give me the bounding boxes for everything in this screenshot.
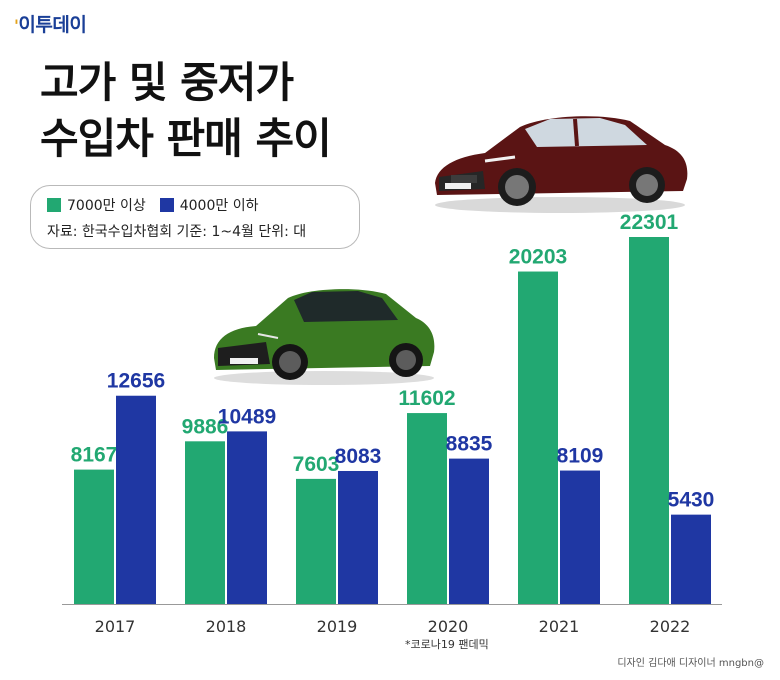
value-label-high-2017: 8167: [71, 444, 118, 467]
legend-label-high: 7000만 이상: [67, 198, 146, 214]
value-label-low-2018: 10489: [218, 405, 276, 428]
bar-low-2019: [338, 470, 378, 604]
legend-swatch-low: [159, 198, 174, 212]
legend-label-low: 4000만 이하: [179, 198, 259, 214]
x-tick-label-2021: 2021: [539, 617, 580, 636]
value-label-low-2021: 8109: [557, 445, 604, 468]
value-label-high-2022: 22301: [620, 211, 679, 234]
bar-low-2021: [560, 470, 600, 604]
value-label-high-2019: 7603: [293, 453, 340, 476]
bar-low-2022: [671, 514, 711, 604]
value-label-high-2018: 9886: [182, 415, 229, 438]
title-line-2: 수입차 판매 추이: [40, 114, 332, 163]
sedan-car-image: [435, 116, 688, 213]
credit: 디자인 김다애 디자이너 mngbn@: [617, 658, 764, 669]
legend-swatch-high: [47, 198, 61, 212]
legend-item-low: 4000만 이하: [159, 195, 259, 215]
bar-high-2018: [185, 441, 225, 604]
page-title: 고가 및 중저가 수입차 판매 추이: [40, 55, 332, 167]
bar-high-2019: [296, 478, 336, 604]
value-label-low-2020: 8835: [446, 433, 493, 456]
value-label-low-2017: 12656: [107, 370, 165, 393]
legend: 7000만 이상 4000만 이하 자료: 한국수입차협회 기준: 1~4월 단…: [30, 185, 360, 249]
legend-item-high: 7000만 이상: [47, 195, 146, 215]
value-label-low-2019: 8083: [335, 445, 382, 468]
x-tick-label-2020: 2020: [428, 617, 469, 636]
footnote: *코로나19 팬데믹: [405, 638, 489, 651]
x-tick-label-2019: 2019: [317, 617, 358, 636]
bar-high-2020: [407, 413, 447, 604]
brand-logo: '이투데이: [14, 14, 87, 36]
x-tick-label-2022: 2022: [650, 617, 691, 636]
x-tick-label-2017: 2017: [95, 617, 136, 636]
bar-high-2021: [518, 271, 558, 604]
value-label-high-2021: 20203: [509, 246, 567, 269]
bar-low-2017: [116, 395, 156, 604]
bar-high-2017: [74, 469, 114, 604]
x-tick-label-2018: 2018: [206, 617, 247, 636]
bar-high-2022: [629, 237, 669, 604]
value-label-low-2022: 5430: [668, 489, 715, 512]
bar-low-2020: [449, 458, 489, 604]
value-label-high-2020: 11602: [398, 387, 455, 410]
hatchback-car-image: [214, 289, 435, 385]
legend-source: 자료: 한국수입차협회 기준: 1~4월 단위: 대: [47, 224, 307, 240]
bar-low-2018: [227, 431, 267, 604]
brand-name: 이투데이: [18, 14, 87, 36]
title-line-1: 고가 및 중저가: [40, 58, 294, 107]
